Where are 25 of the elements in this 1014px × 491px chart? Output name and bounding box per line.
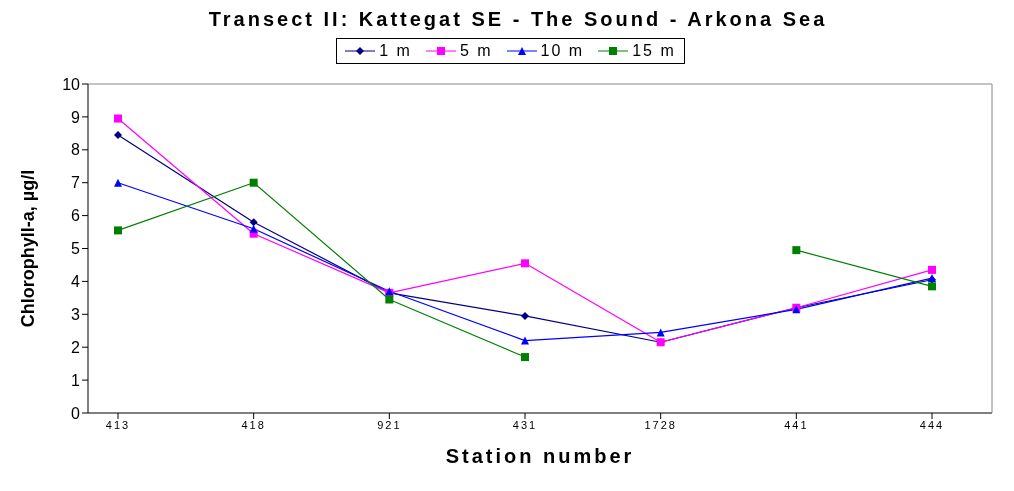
y-tick-label: 0	[71, 404, 81, 422]
x-tick-label: 431	[512, 418, 538, 431]
legend-label: 15 m	[631, 42, 676, 60]
x-tick-label: 441	[784, 418, 809, 431]
x-tick-label: 444	[919, 418, 945, 431]
legend-label: 1 m	[378, 42, 412, 60]
y-tick-label: 7	[71, 174, 81, 192]
legend-label: 10 m	[539, 42, 585, 60]
x-tick-label: 418	[241, 418, 266, 431]
y-tick-label: 1	[71, 371, 81, 389]
chart-title: Transect II: Kattegat SE - The Sound - Arkona Sea	[207, 8, 829, 32]
legend-label: 5 m	[458, 42, 493, 60]
y-tick-label: 2	[71, 338, 81, 356]
x-tick-label: 1728	[644, 418, 677, 431]
y-tick-label: 5	[71, 240, 81, 258]
y-tick-label: 4	[71, 273, 81, 291]
x-tick-label: 413	[105, 418, 131, 431]
x-axis-title: Station number	[445, 445, 635, 467]
y-tick-label: 9	[71, 108, 81, 126]
y-tick-label: 3	[71, 305, 81, 323]
x-tick-label: 921	[377, 418, 402, 431]
y-tick-label: 6	[71, 207, 81, 225]
y-axis-title: Chlorophyll-a, µg/l	[18, 169, 39, 328]
y-tick-label: 10	[62, 75, 81, 93]
y-tick-label: 8	[71, 141, 81, 159]
